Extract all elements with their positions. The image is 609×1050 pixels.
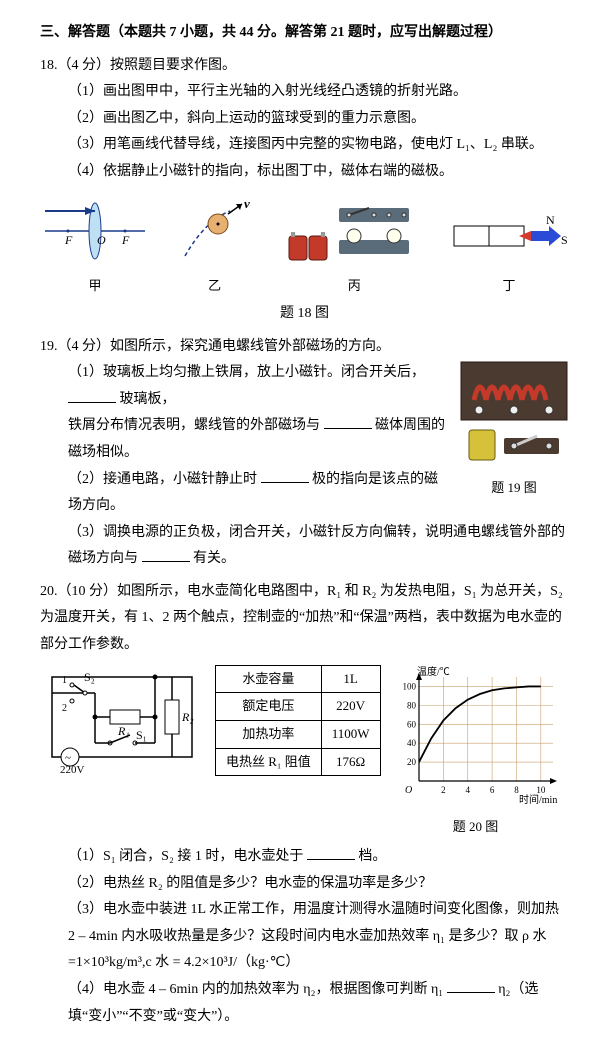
q20-circuit-svg: S₂ 1 2 R₁ R₂ S₁ 220V ~: [40, 665, 205, 775]
ball-svg: v: [170, 196, 260, 266]
c-n2: 2: [62, 703, 67, 714]
q19-p3: （3）调换电源的正负极，闭合开关，小磁针反方向偏转，说明通电螺线管外部的磁场方向…: [40, 520, 569, 573]
q20-chart: 2 4 6 8 10 20 40 60 80 100 O 温度/℃ 时间/min 题 20 图: [391, 665, 561, 840]
blank[interactable]: [447, 978, 495, 993]
fig-label-c: 丙: [279, 274, 429, 299]
q18-p2: （2）画出图乙中，斜向上运动的篮球受到的重力示意图。: [40, 106, 569, 133]
svg-text:100: 100: [402, 681, 416, 691]
q20-p1a: （1）S₁ 闭合，S₂ 接 1 时，电水壶处于: [68, 849, 303, 864]
section-header: 三、解答题（本题共 7 小题，共 44 分。解答第 21 题时，应写出解题过程）: [40, 20, 569, 47]
blank[interactable]: [324, 414, 372, 429]
q20-p2: （2）电热丝 R₂ 的阻值是多少？电水壶的保温功率是多少？: [40, 871, 569, 898]
lens-F-left: F: [64, 233, 73, 247]
fig-lens: F F O 甲: [40, 196, 150, 299]
c-R2: R₂: [181, 710, 194, 724]
q20-p1b: 档。: [358, 849, 386, 864]
q20-p4: （4）电水壶 4 – 6min 内的加热效率为 η₂，根据图像可判断 η₁ η₂…: [40, 977, 569, 1030]
c-n1: 1: [62, 675, 67, 686]
q19-figure: 题 19 图: [459, 360, 569, 500]
blank[interactable]: [261, 468, 309, 483]
q20-chart-svg: 2 4 6 8 10 20 40 60 80 100 O 温度/℃ 时间/min: [391, 665, 561, 805]
magnet-svg: N S: [449, 206, 569, 266]
t-r0c1: 1L: [321, 665, 380, 693]
q18-p1: （1）画出图甲中，平行主光轴的入射光线经凸透镜的折射光路。: [40, 79, 569, 106]
t-r1c1: 220V: [321, 693, 380, 721]
q19: 19.（4 分）如图所示，探究通电螺线管外部磁场的方向。 题 19 图 （1）玻…: [40, 334, 569, 573]
c-V: 220V: [60, 764, 85, 775]
fig-label-b: 乙: [170, 274, 260, 299]
svg-text:6: 6: [489, 785, 494, 795]
t-r1c0: 额定电压: [216, 693, 322, 721]
t-r2c1: 1100W: [321, 721, 380, 749]
ball-v: v: [244, 196, 250, 211]
svg-text:60: 60: [407, 719, 417, 729]
q20-stem: 20.（10 分）如图所示，电水壶简化电路图中，R₁ 和 R₂ 为发热电阻，S₁…: [40, 579, 569, 659]
svg-text:8: 8: [514, 785, 519, 795]
q19-caption: 题 19 图: [459, 476, 569, 501]
q18-figures: F F O 甲 v 乙: [40, 196, 569, 299]
t-r0c0: 水壶容量: [216, 665, 322, 693]
q18-p4: （4）依据静止小磁针的指向，标出图丁中，磁体右端的磁极。: [40, 159, 569, 186]
magnet-N: N: [546, 213, 555, 227]
c-S1: S₁: [136, 728, 147, 742]
t-r2c0: 加热功率: [216, 721, 322, 749]
fig-ball: v 乙: [170, 196, 260, 299]
q20-p1: （1）S₁ 闭合，S₂ 接 1 时，电水壶处于 档。: [40, 844, 569, 871]
svg-text:2: 2: [441, 785, 446, 795]
svg-text:O: O: [405, 785, 412, 796]
q20-table: 水壶容量1L 额定电压220V 加热功率1100W 电热丝 R₁ 阻值176Ω: [215, 665, 381, 777]
q19-p1a: （1）玻璃板上均匀撒上铁屑，放上小磁针。闭合开关后，: [68, 365, 425, 380]
q18-stem: 18.（4 分）按照题目要求作图。: [40, 53, 569, 80]
svg-text:~: ~: [65, 752, 71, 764]
fig-circuit: 丙: [279, 196, 429, 299]
q20-p4a: （4）电水壶 4 – 6min 内的加热效率为 η₂，根据图像可判断 η₁: [68, 982, 443, 997]
svg-text:4: 4: [465, 785, 470, 795]
t-r3c0: 电热丝 R₁ 阻值: [216, 748, 322, 776]
lens-svg: F F O: [40, 196, 150, 266]
svg-text:10: 10: [536, 785, 546, 795]
blank[interactable]: [142, 547, 190, 562]
blank[interactable]: [307, 845, 355, 860]
c-S2: S₂: [84, 670, 95, 684]
lens-O: O: [97, 233, 106, 247]
svg-text:温度/℃: 温度/℃: [417, 665, 450, 678]
circuit-svg: [279, 196, 429, 266]
svg-text:20: 20: [407, 757, 417, 767]
fig-label-d: 丁: [449, 274, 569, 299]
q19-p2a: （2）接通电路，小磁针静止时: [68, 472, 257, 487]
q18-p3: （3）用笔画线代替导线，连接图丙中完整的实物电路，使电灯 L₁、L₂ 串联。: [40, 132, 569, 159]
q20-caption: 题 20 图: [391, 815, 561, 840]
q18-caption: 题 18 图: [40, 301, 569, 328]
blank[interactable]: [68, 388, 116, 403]
q20-row: S₂ 1 2 R₁ R₂ S₁ 220V ~: [40, 665, 569, 840]
svg-text:80: 80: [407, 700, 417, 710]
magnet-S: S: [561, 233, 568, 247]
svg-text:40: 40: [407, 738, 417, 748]
solenoid-svg: [459, 360, 569, 465]
q19-stem: 19.（4 分）如图所示，探究通电螺线管外部磁场的方向。: [40, 334, 569, 361]
q20-p3: （3）电水壶中装进 1L 水正常工作，用温度计测得水温随时间变化图像，则加热 2…: [40, 897, 569, 977]
q20: 20.（10 分）如图所示，电水壶简化电路图中，R₁ 和 R₂ 为发热电阻，S₁…: [40, 579, 569, 1030]
q19-p3b: 有关。: [193, 551, 235, 566]
fig-label-a: 甲: [40, 274, 150, 299]
svg-text:时间/min: 时间/min: [519, 793, 557, 805]
q19-p1c: 铁屑分布情况表明，螺线管的外部磁场与: [68, 418, 320, 433]
fig-magnet: N S 丁: [449, 206, 569, 299]
q18: 18.（4 分）按照题目要求作图。 （1）画出图甲中，平行主光轴的入射光线经凸透…: [40, 53, 569, 328]
lens-F-right: F: [121, 233, 130, 247]
t-r3c1: 176Ω: [321, 748, 380, 776]
q19-p1b: 玻璃板，: [120, 392, 176, 407]
